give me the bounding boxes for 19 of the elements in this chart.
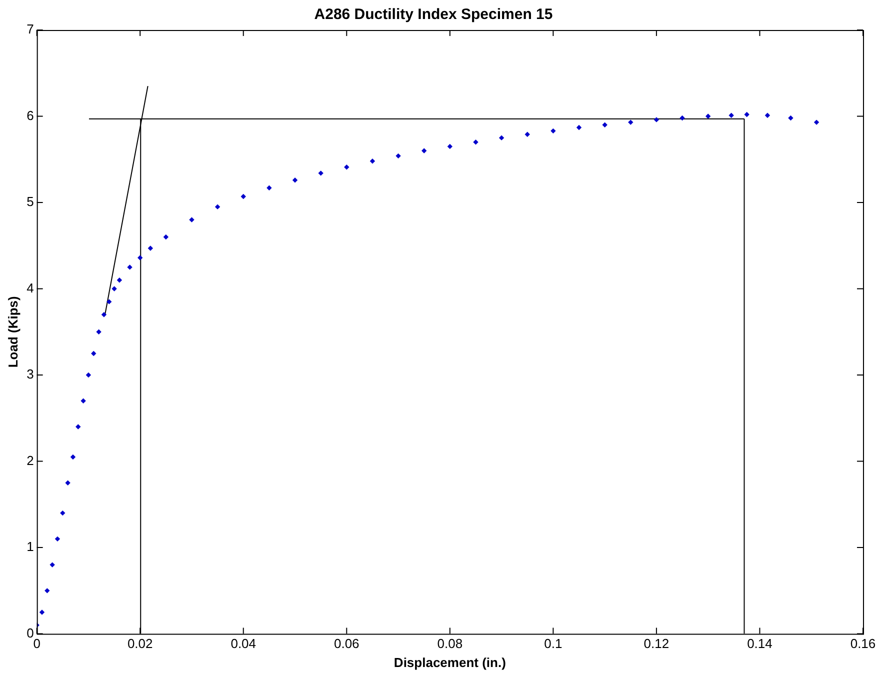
x-tick-label: 0.04 <box>230 636 256 652</box>
y-tick-label: 4 <box>26 280 34 296</box>
x-axis-title: Displacement (in.) <box>394 654 506 670</box>
y-tick-label: 3 <box>26 366 34 382</box>
y-tick-label: 0 <box>26 625 34 640</box>
x-tick-label: 0.12 <box>644 636 670 652</box>
x-tick-label: 0.16 <box>850 636 876 652</box>
y-tick-label: 1 <box>26 539 34 554</box>
y-tick-label: 5 <box>26 194 34 210</box>
y-axis-title: Load (Kips) <box>5 296 20 368</box>
x-tick-label: 0.02 <box>127 636 153 652</box>
x-tick-label: 0.06 <box>334 636 360 652</box>
x-tick-label: 0.1 <box>544 636 562 652</box>
y-tick-label: 7 <box>26 22 34 37</box>
chart-title: A286 Ductility Index Specimen 15 <box>314 6 553 24</box>
x-tick-label: 0.08 <box>437 636 463 652</box>
y-tick-label: 6 <box>26 108 34 123</box>
x-tick-label: 0.14 <box>747 636 772 652</box>
y-tick-label: 2 <box>26 452 34 468</box>
